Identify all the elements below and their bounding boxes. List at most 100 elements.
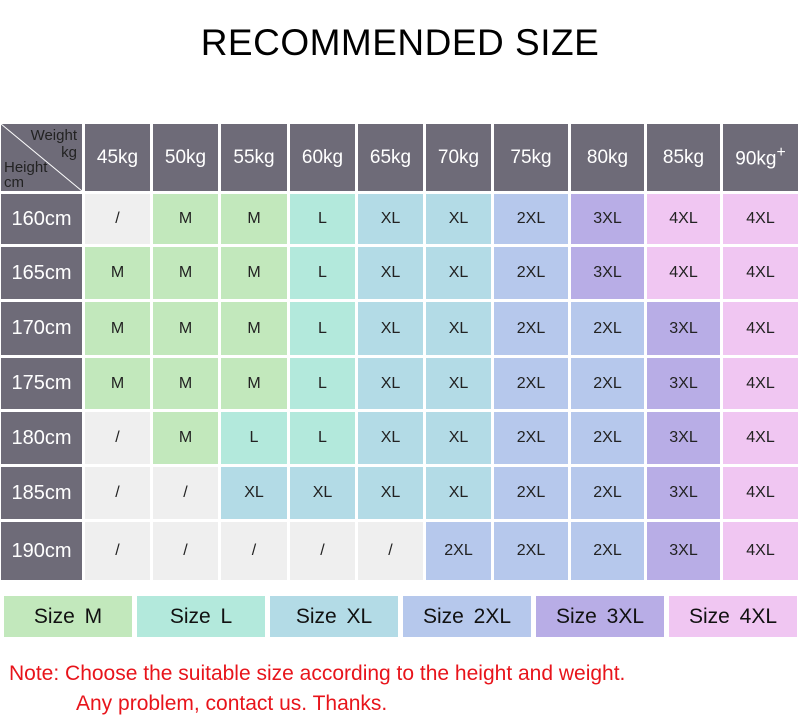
- weight-header-text: 65kg: [369, 146, 412, 168]
- size-cell: 2XL: [494, 194, 568, 244]
- size-cell: /: [85, 412, 150, 464]
- weight-header: 45kg: [85, 124, 150, 191]
- header-row: Weight kg Height cm 45kg 50kg 55kg 60kg 65kg 70…: [1, 124, 798, 191]
- size-cell: 4XL: [723, 302, 798, 355]
- weight-header-text: 50kg: [164, 146, 207, 168]
- height-header: 185cm: [1, 467, 82, 519]
- size-cell: 4XL: [647, 194, 720, 244]
- height-header: 160cm: [1, 194, 82, 244]
- weight-header: 70kg: [426, 124, 491, 191]
- weight-header-text: 90kg: [735, 148, 777, 170]
- size-cell: XL: [221, 467, 287, 519]
- size-cell: L: [290, 194, 355, 244]
- size-cell: M: [153, 358, 218, 409]
- legend-item: Size 4XL: [669, 596, 797, 637]
- size-cell: L: [290, 412, 355, 464]
- size-chart-table: Weight kg Height cm 45kg 50kg 55kg 60kg 65kg 70…: [0, 121, 800, 583]
- size-cell: M: [221, 358, 287, 409]
- weight-header: 90kg+: [723, 124, 798, 191]
- size-cell: 3XL: [647, 467, 720, 519]
- plus-suffix: +: [776, 144, 786, 162]
- kg-text: kg: [61, 144, 77, 161]
- size-cell: M: [153, 302, 218, 355]
- table-row: 160cm / M M L XL XL 2XL 3XL 4XL 4XL: [1, 194, 798, 244]
- table-row: 175cm M M M L XL XL 2XL 2XL 3XL 4XL: [1, 358, 798, 409]
- weight-header-text: 45kg: [96, 146, 139, 168]
- table-row: 190cm / / / //2XL 2XL 2XL 3XL 4XL: [1, 522, 798, 580]
- size-cell: 2XL: [494, 302, 568, 355]
- size-cell: XL: [426, 358, 491, 409]
- weight-header-text: 60kg: [301, 146, 344, 168]
- size-cell: XL: [290, 467, 355, 519]
- size-cell: 2XL: [571, 302, 644, 355]
- height-header: 175cm: [1, 358, 82, 409]
- size-cell: 4XL: [723, 358, 798, 409]
- size-cell: XL: [358, 247, 423, 299]
- size-cell: 3XL: [571, 194, 644, 244]
- legend-item: Size M: [4, 596, 132, 637]
- weight-header: 65kg: [358, 124, 423, 191]
- size-cell: 2XL: [494, 412, 568, 464]
- weight-header-text: 85kg: [662, 146, 705, 168]
- weight-header: 55kg: [221, 124, 287, 191]
- size-cell: M: [221, 302, 287, 355]
- size-cell: L: [221, 412, 287, 464]
- table-row: 180cm / M L L XL XL 2XL 2XL 3XL 4XL: [1, 412, 798, 464]
- diagonal-divider: [1, 124, 82, 191]
- size-cell: /: [85, 467, 150, 519]
- size-cell: L: [290, 302, 355, 355]
- size-legend: Size M Size L Size XL Size 2XL Size 3XL Size …: [4, 596, 797, 637]
- height-text: Height: [4, 159, 48, 176]
- note-line-2: Any problem, contact us. Thanks.: [76, 692, 388, 715]
- note-line-1: Note: Choose the suitable size according…: [9, 662, 626, 685]
- size-cell: 2XL: [571, 467, 644, 519]
- legend-item: Size XL: [270, 596, 398, 637]
- size-cell: 3XL: [571, 247, 644, 299]
- size-cell: M: [85, 247, 150, 299]
- size-cell: XL: [426, 467, 491, 519]
- size-cell: XL: [426, 302, 491, 355]
- size-cell: 4XL: [723, 247, 798, 299]
- weight-header-text: 55kg: [233, 146, 275, 168]
- height-header: 180cm: [1, 412, 82, 464]
- size-cell: 3XL: [647, 302, 720, 355]
- size-cell: M: [221, 194, 287, 244]
- size-cell: 2XL: [494, 358, 568, 409]
- size-cell: M: [153, 194, 218, 244]
- size-cell: M: [153, 247, 218, 299]
- size-cell: M: [221, 247, 287, 299]
- cm-text: cm: [4, 174, 24, 191]
- size-cell: XL: [426, 412, 491, 464]
- size-cell: M: [85, 302, 150, 355]
- size-cell: 2XL: [494, 522, 568, 580]
- weight-header: 75kg: [494, 124, 568, 191]
- legend-item: Size 3XL: [536, 596, 664, 637]
- size-cell: XL: [358, 302, 423, 355]
- legend-item: Size L: [137, 596, 265, 637]
- weight-header: 80kg: [571, 124, 644, 191]
- size-cell: XL: [426, 194, 491, 244]
- size-cell: 4XL: [723, 194, 798, 244]
- size-cell: /: [290, 522, 355, 580]
- page-title: RECOMMENDED SIZE: [200, 22, 600, 63]
- size-cell: 4XL: [723, 467, 798, 519]
- size-cell: 4XL: [647, 247, 720, 299]
- size-cell: M: [85, 358, 150, 409]
- size-cell: 3XL: [647, 522, 720, 580]
- weight-header-text: 80kg: [586, 146, 629, 168]
- size-cell: 2XL: [571, 358, 644, 409]
- weight-header-text: 75kg: [510, 146, 552, 168]
- weight-text: Weight: [30, 127, 77, 144]
- size-cell: L: [290, 247, 355, 299]
- size-cell: XL: [358, 358, 423, 409]
- size-cell: /: [85, 522, 150, 580]
- size-cell: XL: [358, 412, 423, 464]
- size-cell: /: [358, 522, 423, 580]
- size-cell: 4XL: [723, 412, 798, 464]
- size-cell: 3XL: [647, 412, 720, 464]
- table-row: 165cm M M M L XL XL 2XL 3XL 4XL 4XL: [1, 247, 798, 299]
- weight-header: 50kg: [153, 124, 218, 191]
- size-cell: XL: [358, 194, 423, 244]
- size-cell: 2XL: [494, 467, 568, 519]
- height-header: 165cm: [1, 247, 82, 299]
